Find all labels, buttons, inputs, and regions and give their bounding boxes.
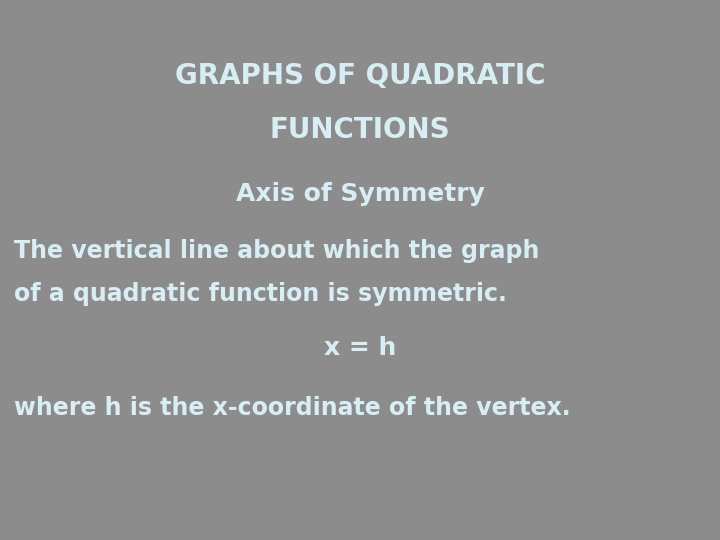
Text: of a quadratic function is symmetric.: of a quadratic function is symmetric. (14, 282, 508, 306)
Text: where h is the x-coordinate of the vertex.: where h is the x-coordinate of the verte… (14, 396, 571, 420)
Text: The vertical line about which the graph: The vertical line about which the graph (14, 239, 540, 263)
Text: GRAPHS OF QUADRATIC: GRAPHS OF QUADRATIC (175, 62, 545, 90)
Text: x = h: x = h (324, 336, 396, 360)
Text: Axis of Symmetry: Axis of Symmetry (235, 183, 485, 206)
Text: FUNCTIONS: FUNCTIONS (270, 116, 450, 144)
